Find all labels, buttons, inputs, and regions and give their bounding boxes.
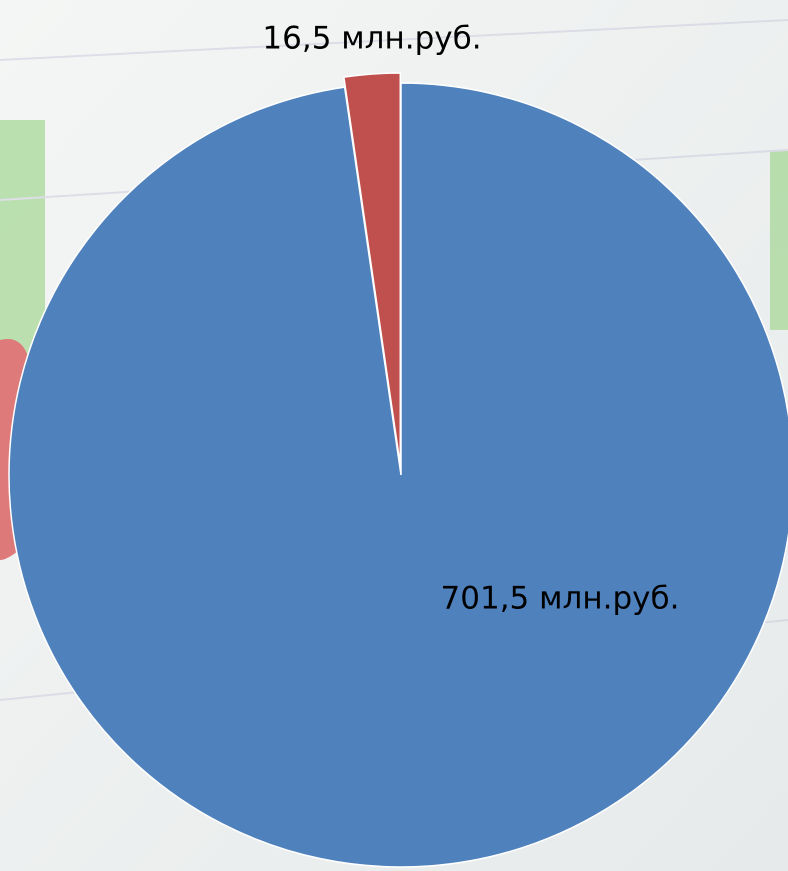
pie-slice bbox=[8, 82, 788, 868]
pie bbox=[8, 72, 788, 868]
data-label: 701,5 млн.руб. bbox=[441, 581, 680, 617]
pie-slice bbox=[343, 72, 402, 466]
data-label: 16,5 млн.руб. bbox=[262, 21, 481, 57]
